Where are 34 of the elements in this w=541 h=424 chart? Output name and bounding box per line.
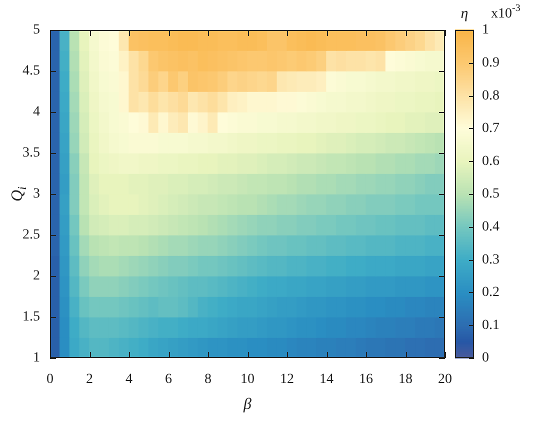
x-tick-label: 4	[126, 372, 132, 388]
color-bar-label: 0.2	[482, 285, 500, 300]
color-bar-label: 0.8	[482, 88, 500, 104]
y-tick-label: 3.5	[22, 146, 40, 161]
y-tick-label: 3	[33, 186, 40, 202]
x-tick-label: 6	[165, 372, 172, 388]
color-bar-label: 0.7	[482, 121, 500, 136]
color-bar-label: 0.1	[482, 318, 500, 333]
x-tick-label: 14	[320, 372, 334, 388]
color-bar-label: 1	[482, 22, 489, 38]
y-tick-label: 4.5	[22, 64, 40, 79]
y-tick-label: 1.5	[22, 310, 40, 325]
color-bar-label: 0.6	[482, 154, 500, 169]
color-bar-title: η	[460, 6, 468, 22]
x-tick-label: 10	[240, 372, 254, 388]
x-tick-label: 20	[438, 372, 452, 388]
color-bar-label: 0.9	[482, 55, 500, 70]
y-tick-label: 4	[33, 104, 40, 120]
x-tick-label: 16	[359, 372, 373, 388]
x-tick-label: 18	[398, 372, 412, 388]
x-tick-label: 0	[46, 372, 54, 388]
y-axis-title: Qi	[9, 186, 29, 202]
y-tick-label: 5	[33, 22, 40, 38]
color-bar-label: 0.5	[482, 186, 500, 202]
x-tick-label: 2	[86, 372, 93, 388]
y-tick-label: 1	[33, 350, 40, 366]
color-bar-label: 0	[482, 350, 489, 366]
y-tick-label: 2	[33, 268, 40, 284]
x-tick-label: 8	[204, 372, 212, 388]
color-bar-label: 0.4	[482, 219, 500, 234]
x-axis-title: β	[242, 396, 252, 414]
y-tick-label: 2.5	[22, 228, 40, 243]
x-tick-label: 12	[280, 372, 294, 388]
color-bar-label: 0.3	[482, 252, 500, 268]
